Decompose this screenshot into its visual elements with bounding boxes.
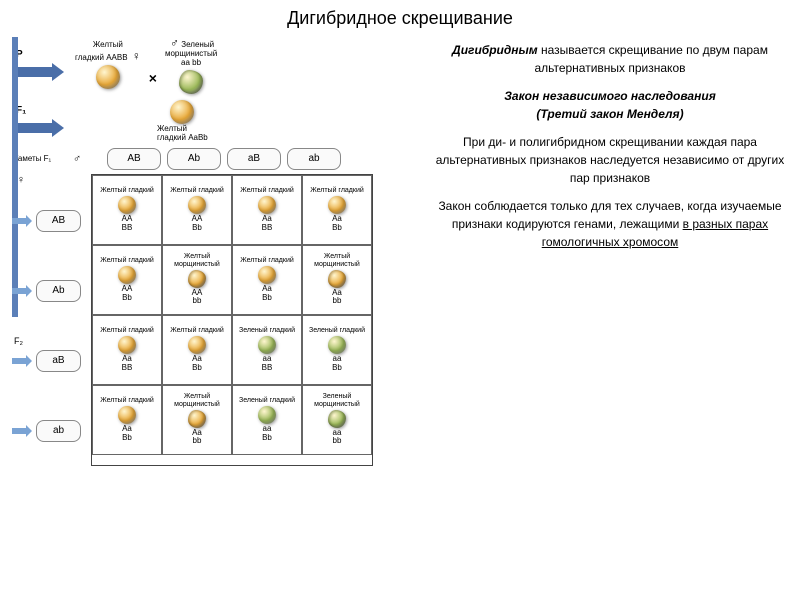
text-panel: Дигибридным называется скрещивание по дв…: [432, 37, 788, 592]
punnett-cell: Желтый гладкийAABb: [162, 175, 232, 245]
punnett-cell: Зеленый гладкийaaBb: [302, 315, 372, 385]
pea-parent-left: [96, 65, 120, 89]
diagram-panel: P Желтый гладкий AABB ♀ × ♂ Зеленыйморщин…: [12, 37, 422, 592]
arrow-small-icon: [12, 355, 32, 367]
f1-line2: гладкий AaBb: [157, 133, 208, 142]
punnett-cell: Зеленый гладкийaaBb: [232, 385, 302, 455]
arrow-small-icon: [12, 215, 32, 227]
arrow-f1-icon: [12, 119, 64, 137]
punnett-cell: Желтый морщинистыйAAbb: [162, 245, 232, 315]
punnett-cell: Желтый гладкийAaBB: [232, 175, 302, 245]
gamete-box: ab: [287, 148, 341, 170]
law-title-2: (Третий закон Менделя): [536, 107, 683, 121]
punnett-cell: Желтый гладкийAaBb: [232, 245, 302, 315]
male-gametes-row: AB AbaB ab: [107, 148, 341, 170]
arrow-p-icon: [12, 63, 64, 81]
arrow-small-icon: [12, 425, 32, 437]
p-label: P: [16, 49, 67, 60]
male-sign: ♂: [170, 36, 179, 50]
definition-rest: называется скрещивание по двум парам аль…: [534, 43, 767, 75]
gamete-box: AB: [36, 210, 81, 232]
law-title-1: Закон независимого наследования: [504, 89, 716, 103]
f2-vert-bar-icon: [12, 37, 18, 317]
parent-left-line1: Желтый: [93, 40, 123, 49]
pea-parent-right: [179, 70, 203, 94]
arrow-small-icon: [12, 285, 32, 297]
page-title: Дигибридное скрещивание: [12, 8, 788, 29]
punnett-cell: Желтый гладкийAABB: [92, 175, 162, 245]
punnett-cell: Желтый гладкийAABb: [92, 245, 162, 315]
gamete-box: Ab: [167, 148, 221, 170]
punnett-square: Желтый гладкийAABBЖелтый гладкийAABbЖелт…: [91, 174, 373, 466]
punnett-cell: Желтый гладкийAaBB: [92, 315, 162, 385]
parent-left-line2: гладкий AABB: [75, 53, 128, 62]
gamete-box: Ab: [36, 280, 81, 302]
punnett-cell: Желтый гладкийAaBb: [162, 315, 232, 385]
parent-right-line2: морщинистый: [165, 49, 217, 58]
definition-lead: Дигибридным: [452, 43, 538, 57]
punnett-cell: Зеленый гладкийaaBB: [232, 315, 302, 385]
f1-label: F₁: [16, 105, 67, 116]
parent-right-line3: aa bb: [181, 58, 201, 67]
punnett-cell: Зеленый морщинистыйaabb: [302, 385, 372, 455]
female-sign: ♀: [132, 49, 141, 63]
law-body: При ди- и полигибридном скрещивании кажд…: [432, 133, 788, 187]
gamete-box: AB: [107, 148, 161, 170]
punnett-cell: Желтый гладкийAaBb: [92, 385, 162, 455]
gamete-box: ab: [36, 420, 81, 442]
male-gametes-sign: ♂: [67, 153, 87, 165]
f1-line1: Желтый: [157, 124, 187, 133]
pea-f1: [170, 100, 194, 124]
parent-right-line1: Зеленый: [181, 40, 214, 49]
punnett-cell: Желтый морщинистыйAabb: [162, 385, 232, 455]
punnett-cell: Желтый гладкийAaBb: [302, 175, 372, 245]
punnett-cell: Желтый морщинистыйAabb: [302, 245, 372, 315]
gametes-label: Гаметы F₁: [12, 154, 67, 163]
gamete-box: aB: [36, 350, 81, 372]
gamete-box: aB: [227, 148, 281, 170]
f2-label: F₂: [14, 336, 23, 346]
cross-sign: ×: [149, 70, 157, 86]
